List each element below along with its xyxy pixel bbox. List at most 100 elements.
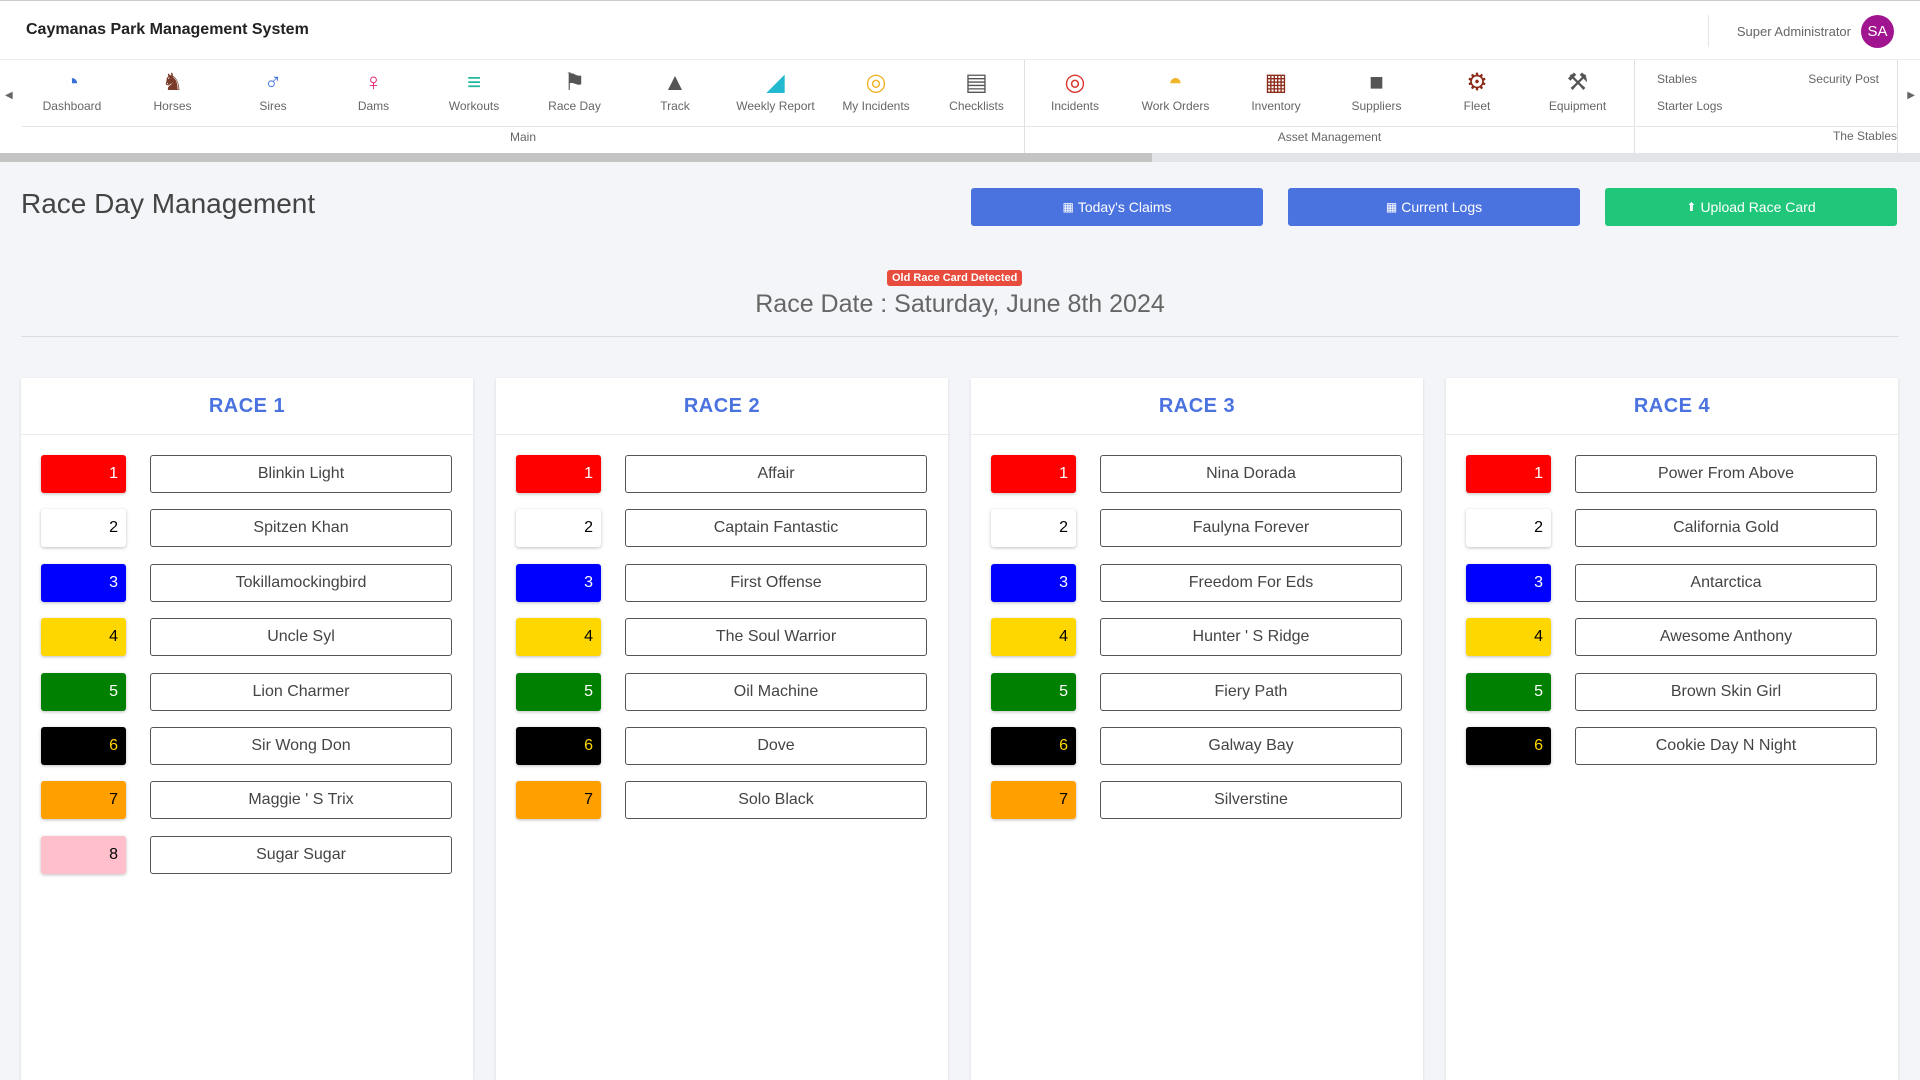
dashboard-icon: ◔ <box>64 69 80 96</box>
ribbon-item-label: Equipment <box>1548 99 1607 113</box>
horse-name-field[interactable]: Antarctica <box>1575 563 1877 602</box>
user-name[interactable]: Super Administrator <box>1736 23 1851 39</box>
race-title: RACE 3 <box>971 378 1423 435</box>
horse-name-field[interactable]: Freedom For Eds <box>1100 563 1402 602</box>
ribbon-item-checklists[interactable]: ▤ Checklists <box>927 68 1027 113</box>
ribbon-item-label: Weekly Report <box>736 99 815 113</box>
runner-row: 6 Galway Bay <box>971 727 1423 765</box>
ribbon-item-dashboard[interactable]: ◔ Dashboard <box>22 68 122 113</box>
saddle-cloth-number: 6 <box>516 727 601 765</box>
horse-name-field[interactable]: Faulyna Forever <box>1100 509 1402 548</box>
horse-name-field[interactable]: Sugar Sugar <box>150 835 452 874</box>
security-post-link[interactable]: Security Post <box>1808 72 1879 86</box>
horse-name-field[interactable]: Brown Skin Girl <box>1575 672 1877 711</box>
ribbon-item-inventory[interactable]: ▦ Inventory <box>1226 68 1326 113</box>
starter-logs-link[interactable]: Starter Logs <box>1657 99 1723 113</box>
horse-name-field[interactable]: Dove <box>625 727 927 765</box>
scroll-right-icon[interactable]: ▶ <box>1907 90 1915 101</box>
race-title: RACE 4 <box>1446 378 1898 435</box>
horse-name-field[interactable]: Fiery Path <box>1100 672 1402 711</box>
scroll-left-icon[interactable]: ◀ <box>5 90 13 101</box>
saddle-cloth-number: 4 <box>1466 618 1551 657</box>
runner-row: 8 Sugar Sugar <box>21 835 473 874</box>
horse-name-field[interactable]: Affair <box>625 455 927 493</box>
horse-name-field[interactable]: Galway Bay <box>1100 727 1402 765</box>
horse-name-field[interactable]: Silverstine <box>1100 781 1402 820</box>
saddle-cloth-number: 1 <box>516 455 601 493</box>
ribbon-scrollbar[interactable] <box>0 153 1920 162</box>
horse-name-field[interactable]: California Gold <box>1575 509 1877 548</box>
current-logs-button[interactable]: ▦ Current Logs <box>1288 188 1580 226</box>
life-ring-icon: ◎ <box>865 69 887 96</box>
saddle-cloth-number: 1 <box>41 455 126 493</box>
ribbon-item-label: Incidents <box>1050 99 1100 113</box>
horse-name-field[interactable]: Awesome Anthony <box>1575 618 1877 657</box>
todays-claims-label: Today's Claims <box>1077 199 1172 215</box>
ribbon-item-my-incidents[interactable]: ◎ My Incidents <box>826 68 926 113</box>
saddle-cloth-number: 2 <box>991 509 1076 548</box>
stables-link[interactable]: Stables <box>1657 72 1698 86</box>
horse-name-field[interactable]: Blinkin Light <box>150 455 452 493</box>
ribbon-item-work-orders[interactable]: ◓ Work Orders <box>1126 68 1226 113</box>
ribbon-item-label: Workouts <box>448 99 500 113</box>
saddle-cloth-number: 3 <box>991 563 1076 602</box>
truck-icon: ■ <box>1369 69 1384 96</box>
runner-row: 2 Faulyna Forever <box>971 509 1423 548</box>
runner-row: 2 Captain Fantastic <box>496 509 948 548</box>
horse-name-field[interactable]: Captain Fantastic <box>625 509 927 548</box>
horse-name-field[interactable]: Tokillamockingbird <box>150 563 452 602</box>
user-menu[interactable]: Super Administrator SA <box>1707 14 1894 48</box>
saddle-cloth-number: 6 <box>991 727 1076 765</box>
saddle-cloth-number: 7 <box>516 781 601 820</box>
horse-name-field[interactable]: Spitzen Khan <box>150 509 452 548</box>
saddle-cloth-number: 3 <box>41 563 126 602</box>
horse-name-field[interactable]: Sir Wong Don <box>150 727 452 765</box>
ribbon-item-dams[interactable]: ♀ Dams <box>324 68 424 113</box>
life-ring-icon: ◎ <box>1064 69 1086 96</box>
ribbon-item-track[interactable]: ▲ Track <box>625 68 725 113</box>
ribbon-item-equipment[interactable]: ⚒ Equipment <box>1528 68 1628 113</box>
runner-row: 1 Affair <box>496 455 948 493</box>
horse-name-field[interactable]: Nina Dorada <box>1100 455 1402 493</box>
saddle-cloth-number: 5 <box>991 672 1076 711</box>
ribbon-item-incidents[interactable]: ◎ Incidents <box>1025 68 1125 113</box>
horse-name-field[interactable]: The Soul Warrior <box>625 618 927 657</box>
ribbon-group-stables: Stables Security Post Starter Logs The S… <box>1636 60 1898 153</box>
ribbon-item-fleet[interactable]: ⚙ Fleet <box>1427 68 1527 113</box>
page-title: Race Day Management <box>21 188 316 219</box>
top-bar: Caymanas Park Management System Super Ad… <box>0 0 1920 60</box>
horse-name-field[interactable]: Maggie ' S Trix <box>150 781 452 820</box>
horse-name-field[interactable]: Uncle Syl <box>150 618 452 657</box>
saddle-cloth-number: 2 <box>516 509 601 548</box>
saddle-cloth-number: 5 <box>1466 672 1551 711</box>
ribbon-item-workouts[interactable]: ≡ Workouts <box>424 68 524 113</box>
race-card: RACE 1 1 Blinkin Light 2 Spitzen Khan 3 Tokill… <box>21 378 473 1080</box>
runner-row: 5 Oil Machine <box>496 672 948 711</box>
horse-name-field[interactable]: Cookie Day N Night <box>1575 727 1877 765</box>
horse-name-field[interactable]: Hunter ' S Ridge <box>1100 618 1402 657</box>
clipboard-icon: ▤ <box>965 69 988 96</box>
ribbon-item-label: Checklists <box>949 99 1004 113</box>
ribbon-item-race-day[interactable]: ⚑ Race Day <box>525 68 625 113</box>
ribbon-toolbar: ◀ ◔ Dashboard ♞ Horses ♂ Sires ♀ Dams ≡ Workouts ⚑… <box>0 60 1920 153</box>
ribbon-item-weekly-report[interactable]: ◢ Weekly Report <box>726 68 826 113</box>
horse-name-field[interactable]: Oil Machine <box>625 672 927 711</box>
ribbon-scrollbar-thumb[interactable] <box>0 153 1152 162</box>
runner-row: 3 First Offense <box>496 563 948 602</box>
ribbon-item-suppliers[interactable]: ■ Suppliers <box>1327 68 1427 113</box>
horse-name-field[interactable]: First Offense <box>625 563 927 602</box>
current-logs-label: Current Logs <box>1401 199 1483 215</box>
ribbon-item-sires[interactable]: ♂ Sires <box>223 68 323 113</box>
upload-race-card-button[interactable]: ⬆ Upload Race Card <box>1605 188 1897 226</box>
horse-name-field[interactable]: Solo Black <box>625 781 927 820</box>
saddle-cloth-number: 2 <box>1466 509 1551 548</box>
todays-claims-button[interactable]: ▦ Today's Claims <box>971 188 1263 226</box>
runner-row: 4 Hunter ' S Ridge <box>971 618 1423 657</box>
ribbon-item-label: Inventory <box>1251 99 1301 113</box>
ribbon-item-label: Suppliers <box>1351 99 1402 113</box>
horse-name-field[interactable]: Lion Charmer <box>150 672 452 711</box>
ribbon-group-label: The Stables <box>1832 129 1897 143</box>
avatar[interactable]: SA <box>1861 14 1894 48</box>
ribbon-item-horses[interactable]: ♞ Horses <box>123 68 223 113</box>
horse-name-field[interactable]: Power From Above <box>1575 455 1877 493</box>
